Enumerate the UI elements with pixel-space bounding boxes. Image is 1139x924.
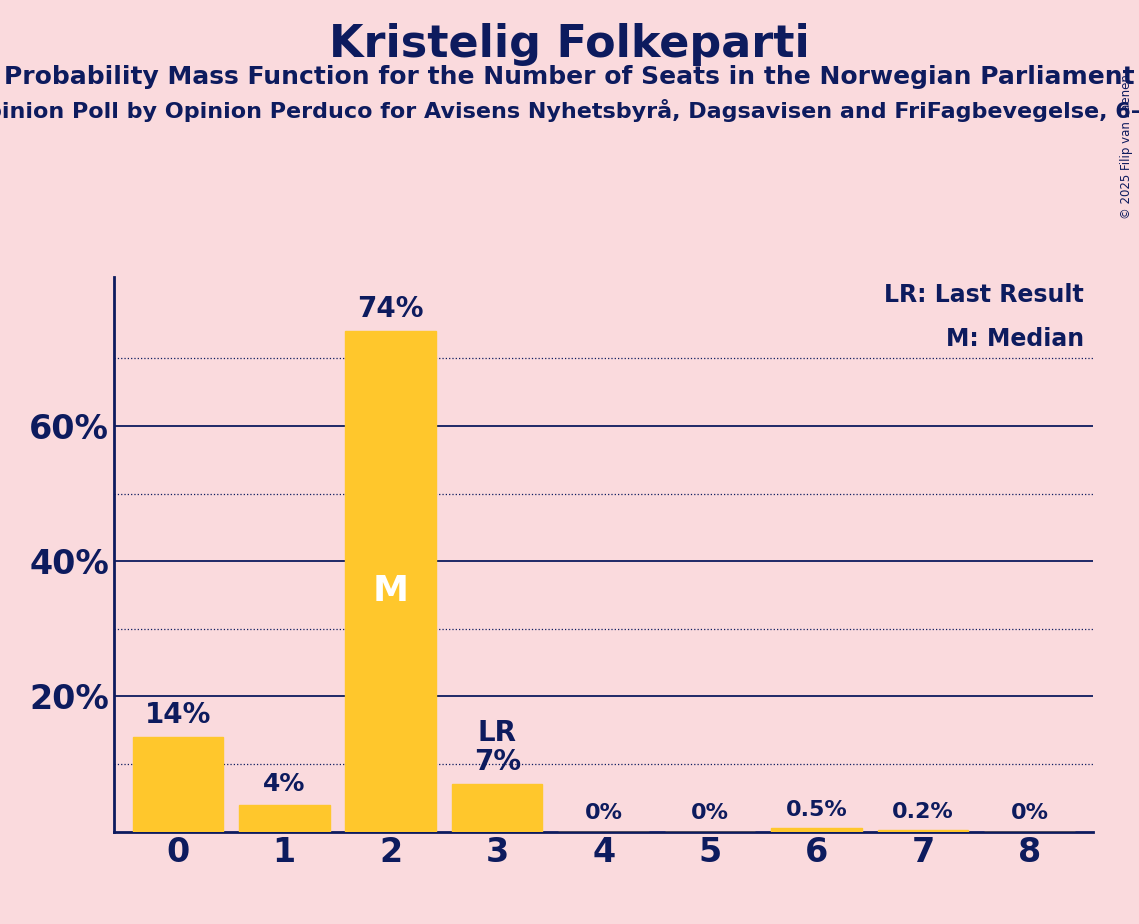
Text: Opinion Poll by Opinion Perduco for Avisens Nyhetsbyrå, Dagsavisen and FriFagbev: Opinion Poll by Opinion Perduco for Avis… <box>0 99 1139 122</box>
Text: 0.2%: 0.2% <box>892 802 954 822</box>
Text: 74%: 74% <box>358 295 424 323</box>
Text: 7%: 7% <box>474 748 521 776</box>
Bar <box>452 784 542 832</box>
Text: 0.5%: 0.5% <box>786 800 847 821</box>
Text: 0%: 0% <box>691 804 729 823</box>
Text: LR: LR <box>477 719 517 748</box>
Text: Kristelig Folkeparti: Kristelig Folkeparti <box>329 23 810 67</box>
Text: 14%: 14% <box>145 700 211 729</box>
Text: M: Median: M: Median <box>945 327 1083 351</box>
Text: 0%: 0% <box>584 804 623 823</box>
Text: 0%: 0% <box>1010 804 1049 823</box>
Bar <box>878 831 968 832</box>
Text: 4%: 4% <box>263 772 305 796</box>
Bar <box>771 828 862 832</box>
Bar <box>132 737 223 832</box>
Bar <box>239 805 329 832</box>
Text: M: M <box>372 575 409 608</box>
Text: LR: Last Result: LR: Last Result <box>884 283 1083 307</box>
Text: © 2025 Filip van Laenen: © 2025 Filip van Laenen <box>1121 74 1133 219</box>
Bar <box>345 332 436 832</box>
Text: Probability Mass Function for the Number of Seats in the Norwegian Parliament: Probability Mass Function for the Number… <box>5 65 1134 89</box>
